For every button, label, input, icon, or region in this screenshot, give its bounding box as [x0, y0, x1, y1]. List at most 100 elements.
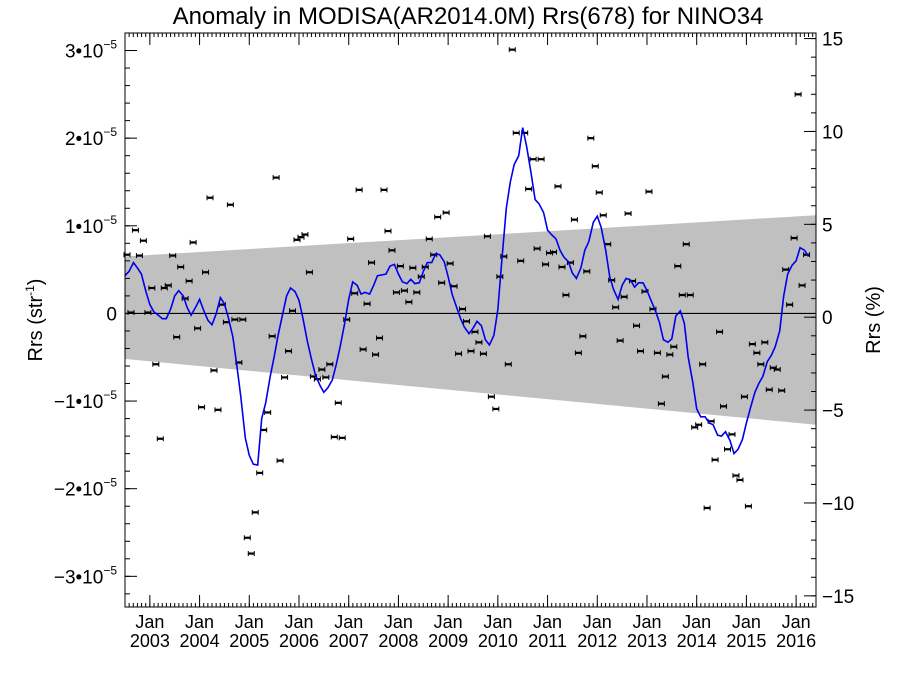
data-point	[657, 401, 665, 407]
right-tick-label: −10	[822, 494, 854, 515]
data-point	[268, 333, 276, 339]
right-tick-label: 0	[822, 308, 833, 329]
left-tick-label: 0	[106, 304, 117, 325]
data-point	[276, 458, 284, 464]
data-point	[169, 253, 177, 259]
data-point	[740, 394, 748, 400]
data-point	[463, 318, 471, 324]
data-point	[144, 310, 152, 316]
data-point	[674, 263, 682, 269]
smoothed-line	[124, 127, 810, 466]
data-point	[765, 387, 773, 393]
data-point	[194, 325, 202, 331]
data-point	[728, 431, 736, 437]
data-point	[529, 156, 537, 162]
data-point	[487, 394, 495, 400]
data-point	[413, 289, 421, 295]
data-point	[281, 374, 289, 380]
x-tick-label-year: 2008	[378, 631, 418, 651]
x-tick-label-month: Jan	[533, 612, 562, 632]
data-point	[483, 233, 491, 239]
x-tick-label-month: Jan	[384, 612, 413, 632]
data-point	[558, 264, 566, 270]
x-tick-label-month: Jan	[434, 612, 463, 632]
data-point	[305, 269, 313, 275]
data-point	[724, 446, 732, 452]
x-tick-label-year: 2012	[577, 631, 617, 651]
data-point	[554, 183, 562, 189]
data-point	[405, 299, 413, 305]
data-point	[620, 294, 628, 300]
data-point	[438, 280, 446, 286]
data-point	[670, 344, 678, 350]
x-tick-label-year: 2013	[627, 631, 667, 651]
data-point	[272, 175, 280, 181]
data-point	[338, 435, 346, 441]
data-point	[239, 317, 247, 323]
left-axis-title: Rrs (str-1)	[23, 279, 47, 362]
data-point	[686, 292, 694, 298]
plot-frame	[124, 32, 817, 608]
data-point	[786, 302, 794, 308]
data-point	[716, 329, 724, 335]
data-point	[359, 346, 367, 352]
x-tick-label-month: Jan	[782, 612, 811, 632]
data-point	[231, 317, 239, 323]
x-tick-label-month: Jan	[334, 612, 363, 632]
data-point	[400, 288, 408, 294]
x-tick-label-month: Jan	[483, 612, 512, 632]
right-tick-label: 15	[822, 30, 843, 51]
left-tick-label: −3•10−5	[54, 563, 117, 588]
data-point	[790, 235, 798, 241]
data-point	[226, 202, 234, 208]
data-point	[285, 348, 293, 354]
data-point	[525, 186, 533, 192]
data-point	[616, 338, 624, 344]
data-point	[256, 470, 264, 476]
x-tick-label-month: Jan	[135, 612, 164, 632]
data-point	[682, 241, 690, 247]
data-point	[148, 285, 156, 291]
data-point	[446, 260, 454, 266]
data-point	[301, 232, 309, 238]
data-point	[264, 409, 272, 415]
data-point	[508, 47, 516, 53]
data-point	[661, 374, 669, 380]
data-point	[773, 367, 781, 373]
data-point	[322, 374, 330, 380]
x-tick-label-month: Jan	[632, 612, 661, 632]
left-tick-label: 3•10−5	[65, 38, 117, 63]
right-tick-label: 10	[822, 122, 843, 143]
right-tick-label: 5	[822, 215, 833, 236]
data-point	[761, 339, 769, 345]
data-point	[396, 263, 404, 269]
data-point	[214, 407, 222, 413]
confidence-band	[125, 215, 816, 425]
data-point	[135, 253, 143, 259]
data-point	[624, 211, 632, 217]
data-point	[467, 348, 475, 354]
plot-area: 3•10−5 2•10−5 1•10−5 0 −1•10−5 −2•10−5 −3•10−5…	[54, 30, 854, 651]
data-point	[599, 212, 607, 218]
data-point	[550, 249, 558, 255]
x-tick-label-month: Jan	[732, 612, 761, 632]
x-tick-label-month: Jan	[185, 612, 214, 632]
data-point	[633, 323, 641, 329]
data-point	[736, 477, 744, 483]
data-point	[703, 505, 711, 511]
x-tick-label-month: Jan	[583, 612, 612, 632]
data-point	[778, 388, 786, 394]
data-point	[210, 367, 218, 373]
data-point	[425, 236, 433, 242]
x-tick-label-year: 2007	[329, 631, 369, 651]
x-tick-label-month: Jan	[235, 612, 264, 632]
x-tick-label-year: 2010	[478, 631, 518, 651]
left-tick-label: −1•10−5	[54, 388, 117, 413]
data-point	[388, 247, 396, 253]
data-point	[753, 350, 761, 356]
data-point	[711, 457, 719, 463]
data-point	[562, 292, 570, 298]
data-point	[459, 306, 467, 312]
data-point	[198, 404, 206, 410]
